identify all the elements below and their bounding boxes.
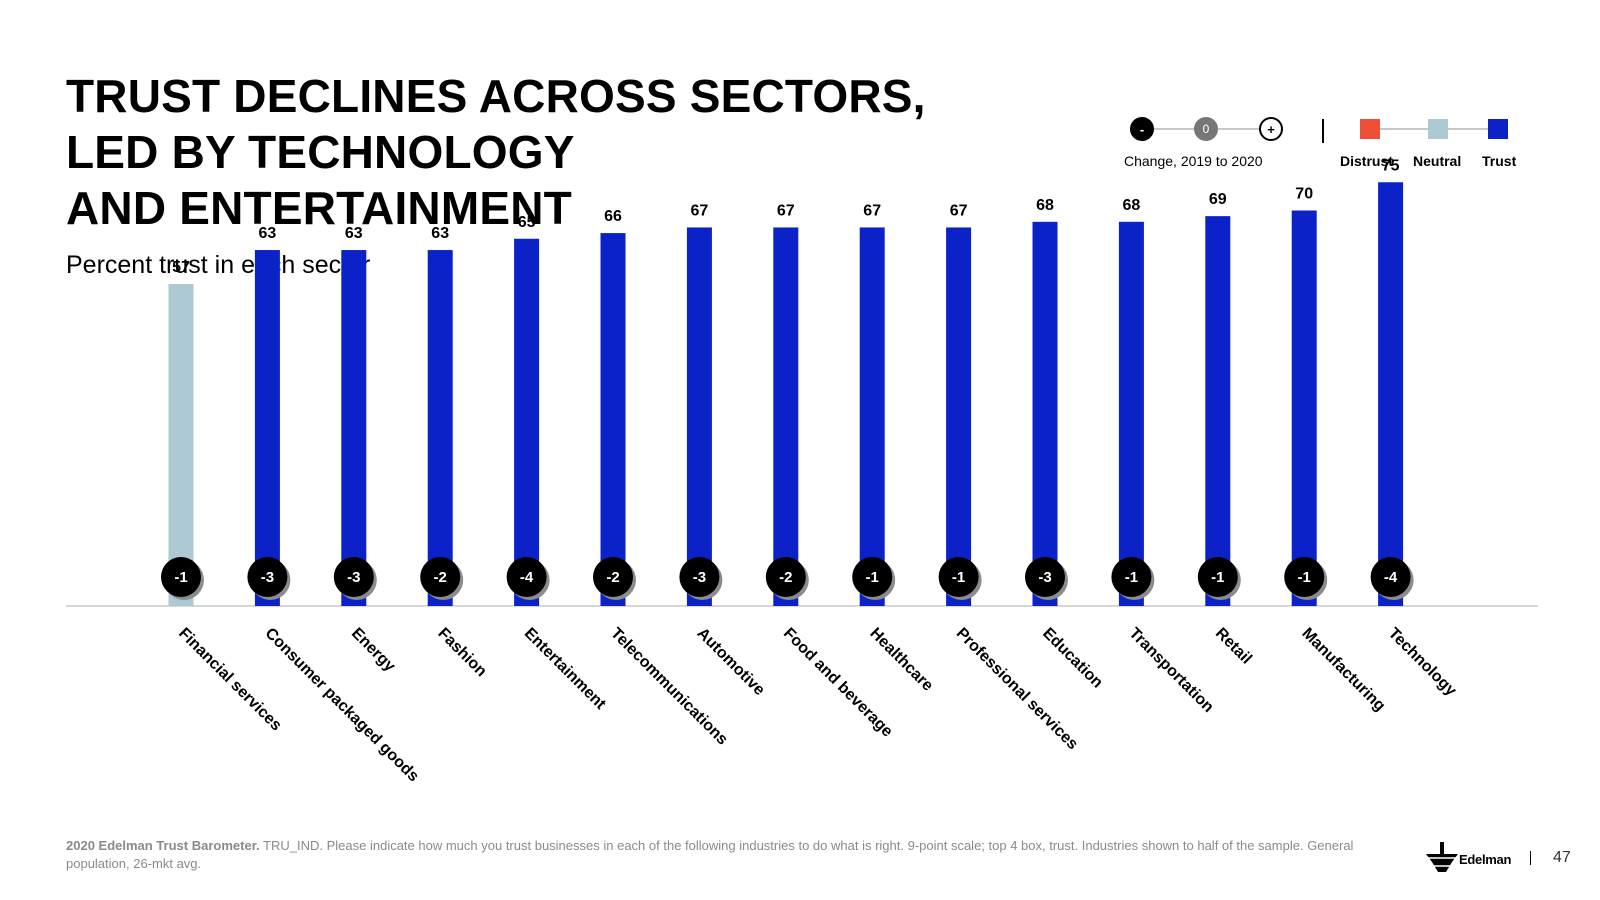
legend-plus-icon: + <box>1259 117 1283 141</box>
title-line-1: TRUST DECLINES ACROSS SECTORS, <box>66 70 926 122</box>
bar <box>168 283 194 606</box>
category-label: Automotive <box>694 625 768 699</box>
change-label: -1 <box>1298 569 1311 586</box>
change-label: -2 <box>606 569 619 586</box>
bar <box>514 238 540 606</box>
category-label: Healthcare <box>866 625 936 695</box>
category-label: Education <box>1039 625 1106 692</box>
bar <box>1378 182 1404 606</box>
page-title: TRUST DECLINES ACROSS SECTORS, LED BY TE… <box>66 68 926 236</box>
legend: - 0 + Change, 2019 to 2020 Distrust Neut… <box>1124 115 1570 175</box>
change-label: -2 <box>434 569 447 586</box>
bar <box>946 227 972 606</box>
edelman-logo: Edelman <box>1422 840 1512 876</box>
value-label: 68 <box>1036 197 1054 214</box>
change-bubble <box>1197 557 1238 597</box>
value-label: 66 <box>604 208 622 225</box>
value-label: 75 <box>1382 157 1400 174</box>
value-label: 70 <box>1295 186 1313 203</box>
change-label: -1 <box>1125 569 1138 586</box>
bar <box>1118 221 1144 607</box>
bar <box>341 250 367 607</box>
chart-subtitle: Percent trust in each sector <box>66 251 371 279</box>
value-label: 65 <box>518 214 536 231</box>
bar <box>254 250 280 607</box>
change-bubble <box>247 557 288 597</box>
value-label: 63 <box>431 225 449 242</box>
title-line-3: AND ENTERTAINMENT <box>66 182 572 234</box>
value-label: 68 <box>1123 197 1141 214</box>
category-label: Technology <box>1385 625 1460 700</box>
title-line-2: LED BY TECHNOLOGY <box>66 126 575 178</box>
legend-zero-icon: 0 <box>1194 117 1218 141</box>
value-label: 63 <box>345 225 363 242</box>
change-label: -4 <box>1384 569 1398 586</box>
legend-minus-icon: - <box>1130 117 1154 141</box>
change-bubble <box>1370 557 1411 597</box>
legend-neutral-label: Neutral <box>1413 153 1462 169</box>
bar <box>686 227 712 606</box>
legend-neutral-swatch <box>1428 119 1448 139</box>
legend-change-caption: Change, 2019 to 2020 <box>1124 153 1263 169</box>
change-label: -3 <box>261 569 274 586</box>
value-label: 67 <box>863 202 881 219</box>
category-label: Consumer packaged goods <box>262 625 422 785</box>
change-bubble <box>333 557 374 597</box>
bar <box>773 227 799 606</box>
category-label: Retail <box>1212 625 1255 668</box>
bar <box>600 233 626 606</box>
change-bubble <box>938 557 979 597</box>
change-label: -1 <box>952 569 965 586</box>
category-label: Entertainment <box>521 625 610 714</box>
change-label: -4 <box>520 569 534 586</box>
change-label: -1 <box>1211 569 1224 586</box>
change-bubble <box>161 557 201 597</box>
change-bubble <box>1284 557 1325 597</box>
edelman-logo-icon <box>1426 842 1458 872</box>
value-label: 67 <box>777 202 795 219</box>
bar <box>859 227 885 606</box>
change-bubble <box>1025 557 1065 597</box>
change-label: -3 <box>347 569 360 586</box>
value-label: 67 <box>691 202 709 219</box>
change-label: -1 <box>866 569 879 586</box>
value-label: 57 <box>172 259 190 276</box>
value-label: 67 <box>950 202 968 219</box>
value-label: 63 <box>259 225 277 242</box>
category-label: Fashion <box>434 625 489 680</box>
footnote-text: TRU_IND. Please indicate how much you tr… <box>66 838 1354 871</box>
change-bubble <box>679 557 720 597</box>
page-number: 47 <box>1553 849 1571 866</box>
value-label: 69 <box>1209 191 1227 208</box>
category-label: Transportation <box>1126 625 1217 716</box>
change-bubble <box>1111 557 1152 597</box>
legend-distrust-label: Distrust <box>1340 153 1393 169</box>
change-bubble <box>506 557 547 597</box>
bar <box>1291 210 1317 606</box>
change-label: -1 <box>174 569 187 586</box>
footnote: 2020 Edelman Trust Barometer. TRU_IND. P… <box>66 837 1366 873</box>
legend-trust-swatch <box>1488 119 1508 139</box>
category-label: Energy <box>348 625 398 675</box>
bar <box>427 250 453 607</box>
legend-trust-label: Trust <box>1482 153 1517 169</box>
bar <box>1032 221 1058 607</box>
change-label: -3 <box>1038 569 1051 586</box>
edelman-logo-text: Edelman <box>1459 852 1512 867</box>
change-bubble <box>852 557 893 597</box>
footnote-source: 2020 Edelman Trust Barometer. <box>66 838 260 853</box>
change-bubble <box>765 557 806 597</box>
change-label: -2 <box>779 569 792 586</box>
change-label: -3 <box>693 569 706 586</box>
bar <box>1205 216 1231 606</box>
category-label: Manufacturing <box>1298 625 1388 715</box>
change-bubble <box>593 557 633 597</box>
legend-divider <box>1322 119 1324 143</box>
legend-distrust-swatch <box>1360 119 1380 139</box>
change-bubble <box>420 557 461 597</box>
page-number-separator <box>1530 851 1531 865</box>
